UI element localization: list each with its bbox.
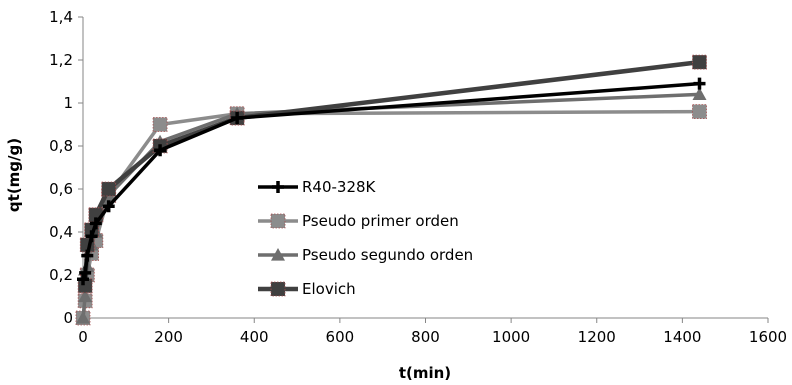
y-tick-label: 1,2 bbox=[49, 51, 73, 69]
legend-item: Pseudo primer orden bbox=[258, 212, 459, 230]
plus-marker bbox=[79, 266, 92, 279]
plus-marker bbox=[272, 181, 284, 193]
y-tick-label: 1 bbox=[63, 94, 73, 112]
triangle-marker bbox=[271, 248, 285, 261]
series-1 bbox=[77, 77, 706, 286]
square-marker bbox=[270, 281, 286, 297]
series-line bbox=[81, 92, 700, 319]
legend-item: Pseudo segundo orden bbox=[258, 246, 473, 264]
plus-marker bbox=[77, 273, 89, 286]
y-tick-label: 1,4 bbox=[49, 8, 73, 26]
x-tick-label: 1200 bbox=[578, 328, 616, 346]
legend-label: Pseudo primer orden bbox=[302, 212, 459, 230]
y-tick-label: 0 bbox=[63, 309, 73, 327]
axes: 0 0,2 0,4 0,6 0,8 1 1,2 1,4 0 200 400 600 800 1000 120… bbox=[49, 8, 787, 346]
plus-marker bbox=[81, 249, 94, 262]
square-marker bbox=[692, 54, 707, 70]
x-tick-label: 1400 bbox=[663, 328, 701, 346]
triangle-marker bbox=[76, 311, 90, 324]
plus-marker bbox=[231, 112, 244, 125]
legend-label: Elovich bbox=[302, 280, 356, 298]
series-layer bbox=[75, 54, 707, 326]
square-marker bbox=[152, 117, 168, 132]
plus-marker bbox=[154, 144, 167, 157]
legend-item: R40-328K bbox=[258, 178, 377, 196]
plus-marker bbox=[85, 230, 98, 243]
plus-marker bbox=[693, 77, 706, 90]
x-tick-label: 600 bbox=[326, 328, 355, 346]
x-tick-label: 1000 bbox=[492, 328, 530, 346]
legend-label: R40-328K bbox=[302, 178, 377, 196]
legend-item: Elovich bbox=[258, 280, 356, 298]
triangle-marker bbox=[692, 87, 707, 100]
x-tick-label: 1600 bbox=[749, 328, 787, 346]
square-marker bbox=[270, 213, 286, 229]
y-tick-label: 0,8 bbox=[49, 137, 73, 155]
y-tick-label: 0,6 bbox=[49, 180, 73, 198]
plus-marker bbox=[102, 200, 115, 213]
x-tick-label: 400 bbox=[240, 328, 269, 346]
square-marker bbox=[692, 104, 707, 119]
y-axis-title: qt(mg/g) bbox=[5, 138, 23, 212]
square-marker bbox=[101, 181, 117, 197]
legend: R40-328K Pseudo primer orden Pseudo segund… bbox=[258, 178, 473, 298]
x-axis-title: t(min) bbox=[399, 364, 451, 382]
legend-label: Pseudo segundo orden bbox=[302, 246, 473, 264]
x-tick-label: 800 bbox=[411, 328, 440, 346]
y-tick-label: 0,2 bbox=[49, 266, 73, 284]
y-tick-label: 0,4 bbox=[49, 223, 73, 241]
plus-marker bbox=[89, 217, 102, 230]
x-tick-label: 0 bbox=[78, 328, 88, 346]
triangle-marker bbox=[78, 289, 93, 303]
x-tick-label: 200 bbox=[154, 328, 183, 346]
